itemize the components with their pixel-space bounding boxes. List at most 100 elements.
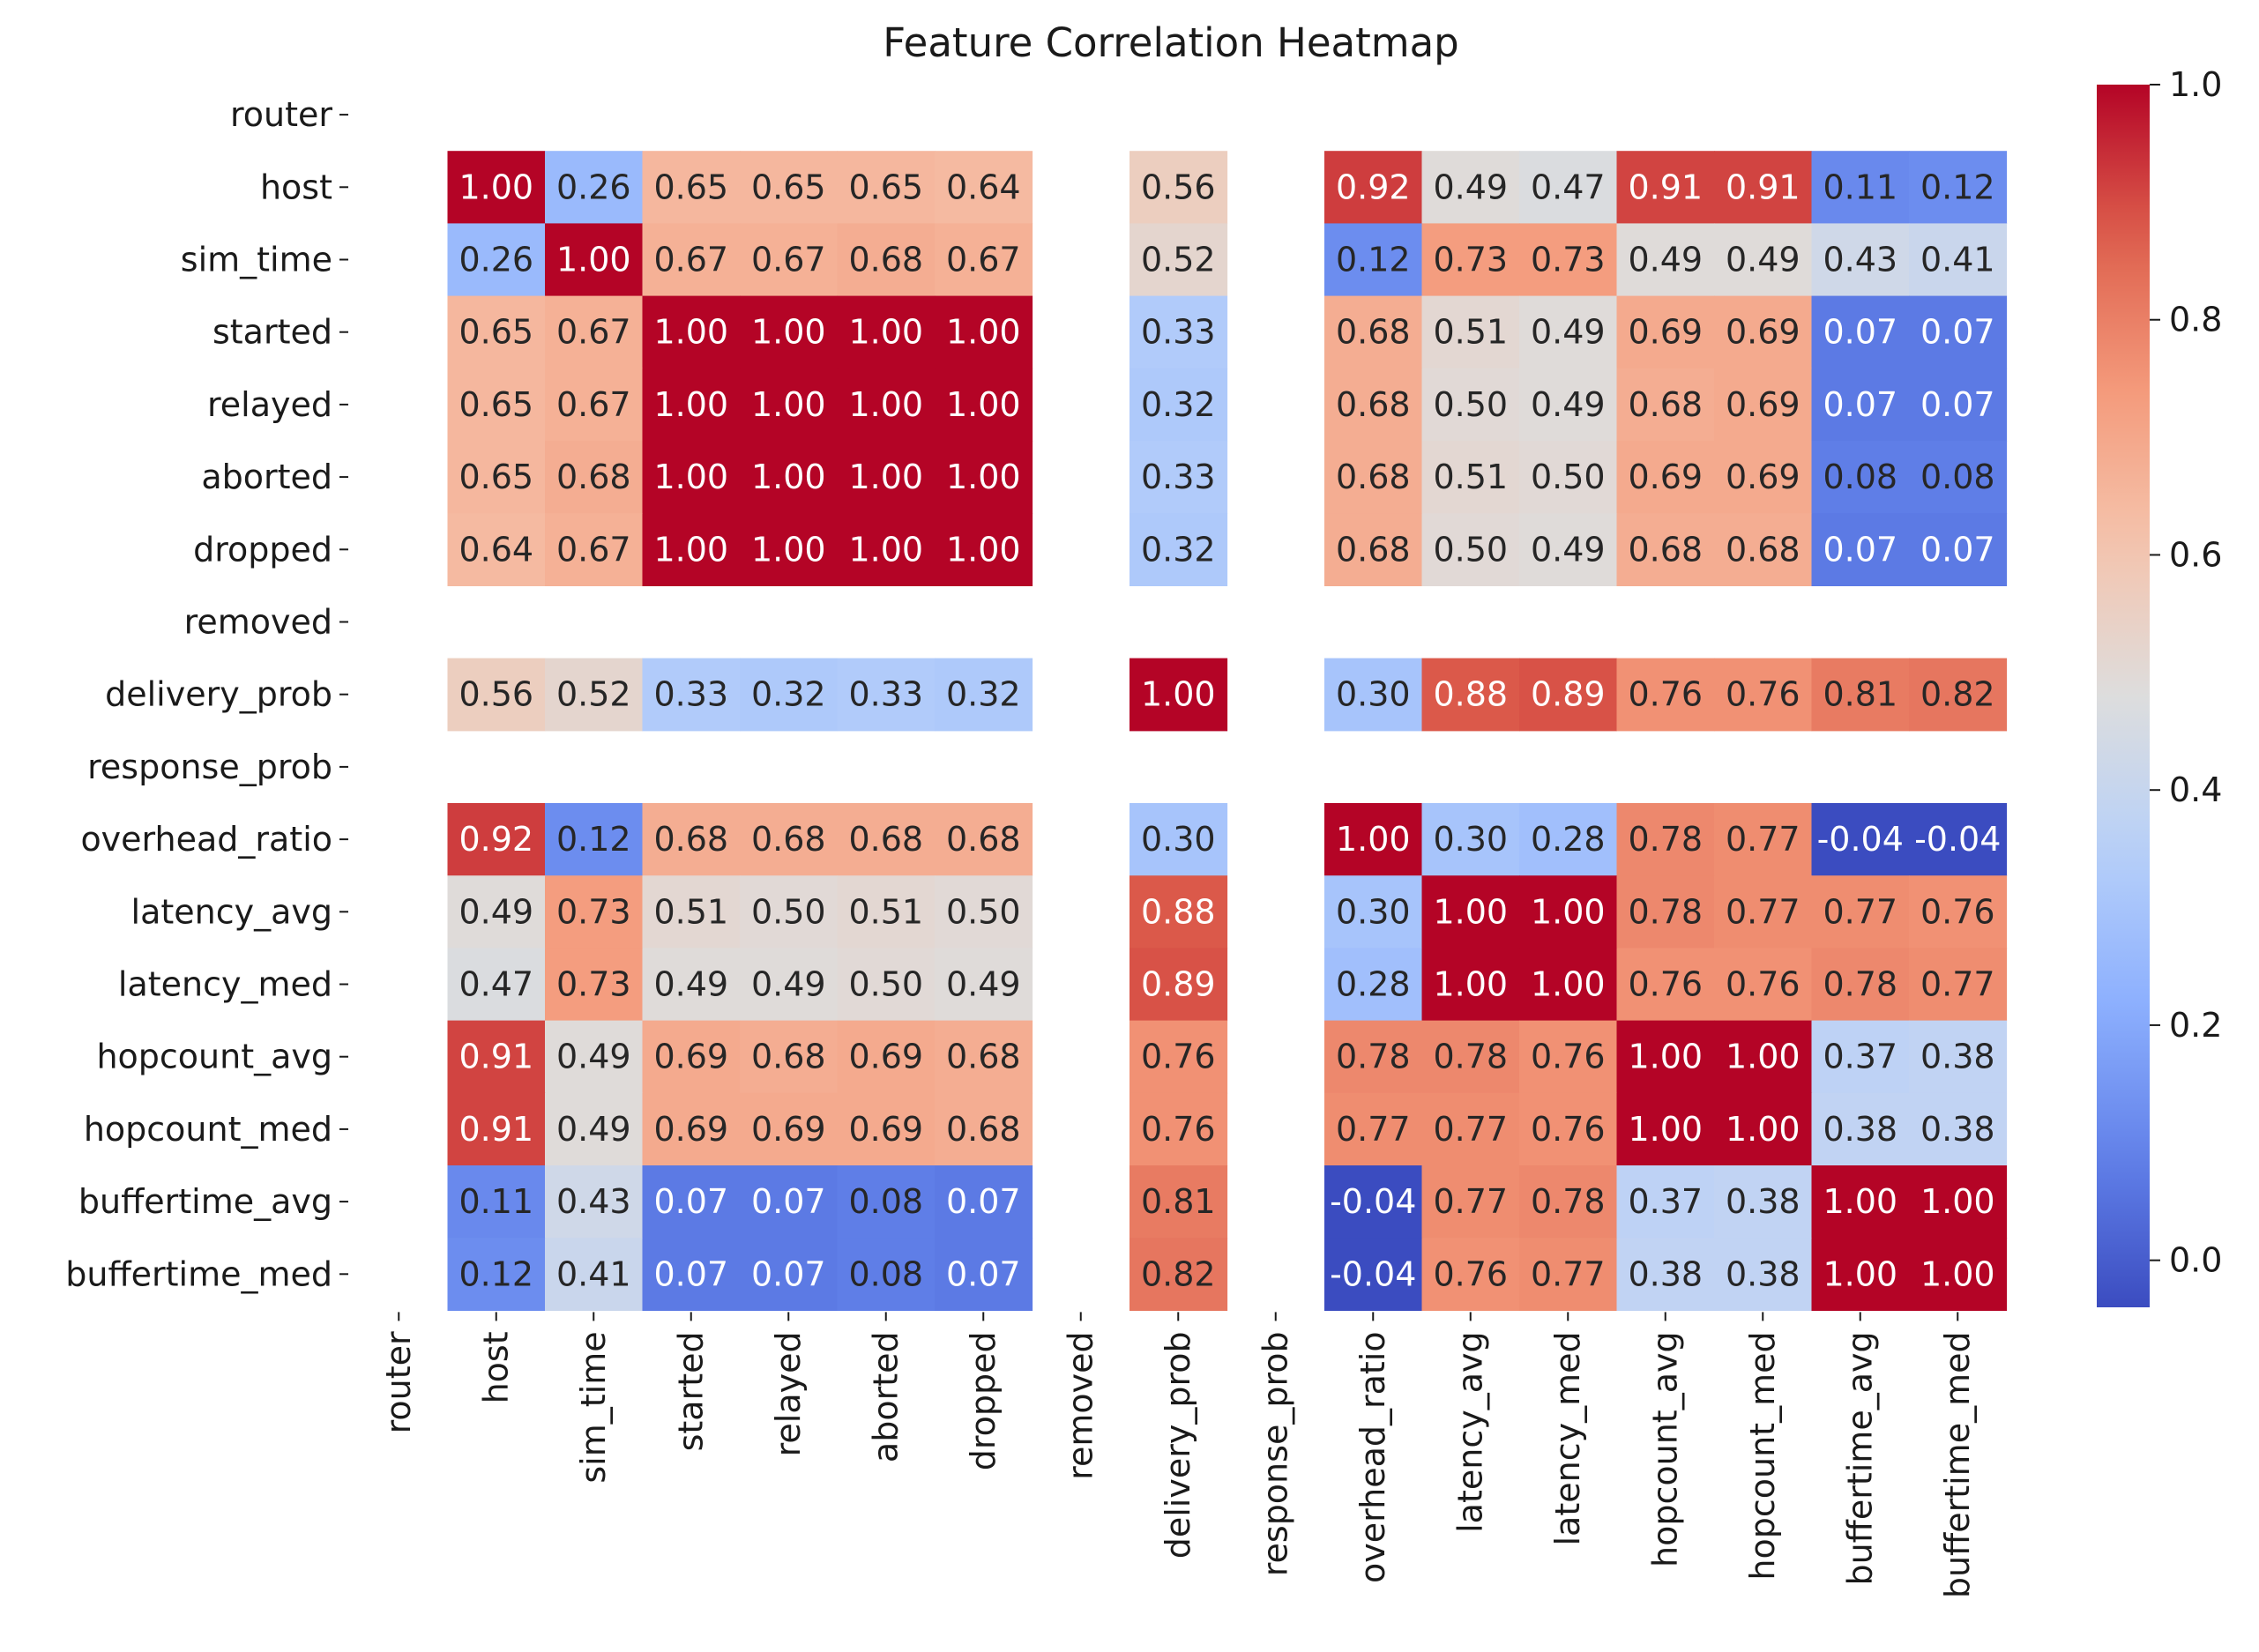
- heatmap-value-latency_med-delivery_prob: 0.89: [1141, 965, 1216, 1004]
- y-tick-label-router: router: [230, 95, 332, 134]
- heatmap-cell-labels: 1.00 0.26 0.65 0.65 0.65 0.64 0.56 0.92 0.49 0.47…: [459, 167, 2001, 1293]
- heatmap-cell-buffertime_avg-host: [447, 1165, 546, 1239]
- heatmap-value-latency_avg-buffertime_avg: 0.77: [1823, 892, 1897, 931]
- heatmap-cell-latency_med-latency_med: [1519, 948, 1618, 1022]
- heatmap-value-relayed-hopcount_avg: 0.68: [1628, 385, 1703, 424]
- heatmap-value-sim_time-dropped: 0.67: [946, 241, 1021, 279]
- heatmap-value-hopcount_avg-latency_med: 0.76: [1531, 1038, 1606, 1076]
- y-tick-label-aborted: aborted: [201, 458, 332, 496]
- x-tick-label-buffertime_avg: buffertime_avg: [1841, 1331, 1880, 1585]
- heatmap-value-latency_med-relayed: 0.49: [751, 965, 826, 1004]
- heatmap-value-latency_avg-overhead_ratio: 0.30: [1336, 892, 1411, 931]
- heatmap-cell-buffertime_avg-latency_avg: [1421, 1165, 1520, 1239]
- heatmap-cell-dropped-aborted: [837, 513, 936, 586]
- heatmap-value-sim_time-delivery_prob: 0.52: [1141, 241, 1216, 279]
- heatmap-value-started-delivery_prob: 0.33: [1141, 313, 1216, 352]
- heatmap-cell-host-latency_avg: [1421, 151, 1520, 224]
- heatmap-cell-relayed-sim_time: [545, 368, 644, 442]
- heatmap-cell-dropped-dropped: [935, 513, 1033, 586]
- heatmap-cell-sim_time-delivery_prob: [1130, 223, 1228, 297]
- heatmap-cell-buffertime_avg-sim_time: [545, 1165, 644, 1239]
- heatmap-value-delivery_prob-sim_time: 0.52: [556, 675, 631, 714]
- heatmap-cell-aborted-sim_time: [545, 441, 644, 514]
- heatmap-value-dropped-hopcount_med: 0.68: [1726, 530, 1800, 569]
- heatmap-cell-delivery_prob-hopcount_avg: [1616, 658, 1715, 732]
- heatmap-cell-relayed-started: [642, 368, 741, 442]
- heatmap-cell-latency_avg-aborted: [837, 875, 936, 949]
- heatmap-value-buffertime_med-buffertime_med: 1.00: [1920, 1254, 1995, 1293]
- y-tick-label-latency_avg: latency_avg: [131, 892, 332, 931]
- x-tick-label-hopcount_avg: hopcount_avg: [1646, 1331, 1685, 1567]
- heatmap-cell-relayed-dropped: [935, 368, 1033, 442]
- heatmap-value-buffertime_med-aborted: 0.08: [848, 1254, 923, 1293]
- heatmap-value-buffertime_avg-latency_avg: 0.77: [1433, 1182, 1508, 1221]
- heatmap-value-delivery_prob-delivery_prob: 1.00: [1141, 675, 1216, 714]
- heatmap-value-buffertime_med-overhead_ratio: -0.04: [1330, 1254, 1416, 1293]
- heatmap-value-hopcount_avg-buffertime_med: 0.38: [1920, 1038, 1995, 1076]
- heatmap-cell-hopcount_avg-hopcount_med: [1714, 1020, 1813, 1094]
- heatmap-cell-aborted-buffertime_med: [1909, 441, 2008, 514]
- heatmap-cell-started-host: [447, 295, 546, 369]
- heatmap-cell-host-dropped: [935, 151, 1033, 224]
- heatmap-value-hopcount_avg-host: 0.91: [459, 1038, 533, 1076]
- heatmap-cell-latency_med-sim_time: [545, 948, 644, 1022]
- heatmap-value-dropped-buffertime_med: 0.07: [1920, 530, 1995, 569]
- heatmap-cell-relayed-latency_med: [1519, 368, 1618, 442]
- heatmap-cell-relayed-latency_avg: [1421, 368, 1520, 442]
- heatmap-cell-hopcount_med-aborted: [837, 1092, 936, 1166]
- heatmap-cell-delivery_prob-buffertime_med: [1909, 658, 2008, 732]
- colorbar-tick-label-0.4: 0.4: [2169, 770, 2222, 809]
- heatmap-value-latency_avg-hopcount_med: 0.77: [1726, 892, 1800, 931]
- heatmap-cell-latency_avg-delivery_prob: [1130, 875, 1228, 949]
- x-tick-label-aborted: aborted: [867, 1331, 906, 1462]
- heatmap-cell-buffertime_med-dropped: [935, 1238, 1033, 1311]
- heatmap-cell-hopcount_avg-started: [642, 1020, 741, 1094]
- heatmap-value-delivery_prob-hopcount_avg: 0.76: [1628, 675, 1703, 714]
- heatmap-cell-hopcount_avg-aborted: [837, 1020, 936, 1094]
- y-tick-label-started: started: [212, 313, 332, 352]
- heatmap-value-delivery_prob-latency_med: 0.89: [1531, 675, 1606, 714]
- heatmap-value-buffertime_avg-delivery_prob: 0.81: [1141, 1182, 1216, 1221]
- heatmap-value-dropped-delivery_prob: 0.32: [1141, 530, 1216, 569]
- heatmap-value-buffertime_avg-aborted: 0.08: [848, 1182, 923, 1221]
- x-tick-label-dropped: dropped: [964, 1331, 1003, 1470]
- heatmap-value-hopcount_avg-sim_time: 0.49: [556, 1038, 631, 1076]
- heatmap-value-buffertime_avg-host: 0.11: [459, 1182, 533, 1221]
- heatmap-value-hopcount_avg-started: 0.69: [653, 1038, 728, 1076]
- heatmap-cell-delivery_prob-aborted: [837, 658, 936, 732]
- heatmap-value-buffertime_avg-buffertime_med: 1.00: [1920, 1182, 1995, 1221]
- heatmap-value-latency_med-latency_avg: 1.00: [1433, 965, 1508, 1004]
- heatmap-cell-sim_time-hopcount_avg: [1616, 223, 1715, 297]
- x-tick-label-buffertime_med: buffertime_med: [1938, 1331, 1977, 1598]
- heatmap-cell-delivery_prob-sim_time: [545, 658, 644, 732]
- heatmap-cell-overhead_ratio-hopcount_avg: [1616, 803, 1715, 876]
- heatmap-value-dropped-latency_avg: 0.50: [1433, 530, 1508, 569]
- heatmap-value-latency_avg-aborted: 0.51: [848, 892, 923, 931]
- heatmap-value-hopcount_avg-hopcount_avg: 1.00: [1628, 1038, 1703, 1076]
- heatmap-cell-host-host: [447, 151, 546, 224]
- y-tick-label-dropped: dropped: [193, 530, 332, 569]
- heatmap-cell-latency_med-overhead_ratio: [1324, 948, 1423, 1022]
- heatmap-value-hopcount_avg-delivery_prob: 0.76: [1141, 1038, 1216, 1076]
- heatmap-cell-started-delivery_prob: [1130, 295, 1228, 369]
- heatmap-cell-buffertime_med-buffertime_med: [1909, 1238, 2008, 1311]
- colorbar-tick-label-0.0: 0.0: [2169, 1241, 2222, 1280]
- heatmap-value-buffertime_med-dropped: 0.07: [946, 1254, 1021, 1293]
- heatmap-value-latency_avg-delivery_prob: 0.88: [1141, 892, 1216, 931]
- heatmap-value-started-buffertime_avg: 0.07: [1823, 313, 1897, 352]
- heatmap-cell-relayed-relayed: [740, 368, 839, 442]
- heatmap-value-latency_avg-dropped: 0.50: [946, 892, 1021, 931]
- heatmap-value-sim_time-overhead_ratio: 0.12: [1336, 241, 1411, 279]
- y-tick-label-buffertime_avg: buffertime_avg: [78, 1182, 332, 1221]
- heatmap-cell-buffertime_avg-started: [642, 1165, 741, 1239]
- heatmap-value-relayed-started: 1.00: [653, 385, 728, 424]
- heatmap-cell-latency_med-buffertime_med: [1909, 948, 2008, 1022]
- heatmap-value-host-buffertime_med: 0.12: [1920, 167, 1995, 206]
- heatmap-value-dropped-overhead_ratio: 0.68: [1336, 530, 1411, 569]
- heatmap-value-buffertime_med-sim_time: 0.41: [556, 1254, 631, 1293]
- heatmap-cell-started-dropped: [935, 295, 1033, 369]
- heatmap-cell-started-buffertime_med: [1909, 295, 2008, 369]
- heatmap-cell-host-hopcount_avg: [1616, 151, 1715, 224]
- heatmap-value-started-latency_avg: 0.51: [1433, 313, 1508, 352]
- heatmap-cell-aborted-relayed: [740, 441, 839, 514]
